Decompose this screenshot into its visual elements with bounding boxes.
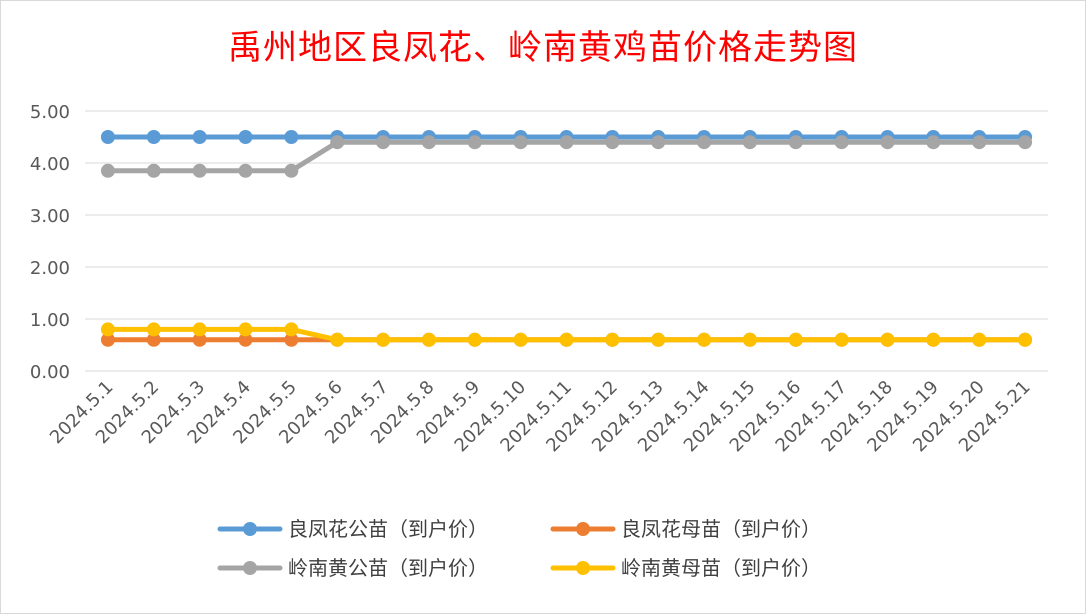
data-point: [1018, 135, 1033, 150]
data-point: [972, 135, 987, 150]
legend-swatch-marker: [576, 522, 590, 536]
data-point: [421, 332, 436, 347]
data-point: [192, 322, 207, 337]
legend-label: 良凤花公苗（到户价）: [288, 517, 488, 541]
chart-title: 禹州地区良凤花、岭南黄鸡苗价格走势图: [228, 28, 858, 68]
data-point: [100, 322, 115, 337]
data-point: [330, 135, 345, 150]
data-point: [100, 163, 115, 178]
data-point: [513, 332, 528, 347]
data-point: [651, 332, 666, 347]
data-point: [651, 135, 666, 150]
data-point: [100, 130, 115, 144]
data-point: [467, 135, 482, 150]
data-point: [421, 135, 436, 150]
data-point: [192, 332, 207, 347]
data-point: [192, 163, 207, 178]
data-point: [697, 332, 712, 347]
data-point: [605, 332, 620, 347]
data-point: [1018, 332, 1033, 347]
data-point: [284, 322, 299, 337]
data-point: [467, 332, 482, 347]
y-tick-label: 1.00: [30, 310, 70, 331]
data-point: [788, 135, 803, 150]
data-point: [146, 163, 161, 178]
data-point: [100, 332, 115, 347]
data-point: [697, 135, 712, 150]
legend-label: 岭南黄公苗（到户价）: [288, 556, 488, 580]
y-tick-label: 4.00: [30, 154, 70, 175]
y-tick-label: 0.00: [30, 362, 70, 383]
data-point: [834, 332, 849, 347]
data-point: [238, 332, 253, 347]
data-point: [788, 332, 803, 347]
data-point: [146, 322, 161, 337]
data-point: [880, 135, 895, 150]
legend-label: 良凤花母苗（到户价）: [621, 517, 821, 541]
data-point: [146, 130, 161, 144]
data-point: [376, 332, 391, 347]
data-point: [192, 130, 207, 144]
data-point: [559, 135, 574, 150]
y-tick-label: 3.00: [30, 206, 70, 227]
data-point: [926, 332, 941, 347]
data-point: [284, 332, 299, 347]
data-point: [834, 135, 849, 150]
data-point: [376, 135, 391, 150]
data-point: [559, 332, 574, 347]
data-point: [513, 135, 528, 150]
data-point: [146, 332, 161, 347]
legend-swatch-marker: [243, 522, 257, 536]
data-point: [972, 332, 987, 347]
data-point: [330, 332, 345, 347]
data-point: [605, 135, 620, 150]
legend-swatch-marker: [576, 561, 590, 575]
data-point: [238, 163, 253, 178]
y-tick-label: 2.00: [30, 258, 70, 279]
y-tick-label: 5.00: [30, 102, 70, 123]
data-point: [238, 130, 253, 144]
data-point: [284, 130, 299, 144]
data-point: [284, 163, 299, 178]
data-point: [238, 322, 253, 337]
data-point: [742, 332, 757, 347]
data-point: [880, 332, 895, 347]
data-point: [742, 135, 757, 150]
legend-label: 岭南黄母苗（到户价）: [621, 556, 821, 580]
data-point: [926, 135, 941, 150]
legend-swatch-marker: [243, 561, 257, 575]
